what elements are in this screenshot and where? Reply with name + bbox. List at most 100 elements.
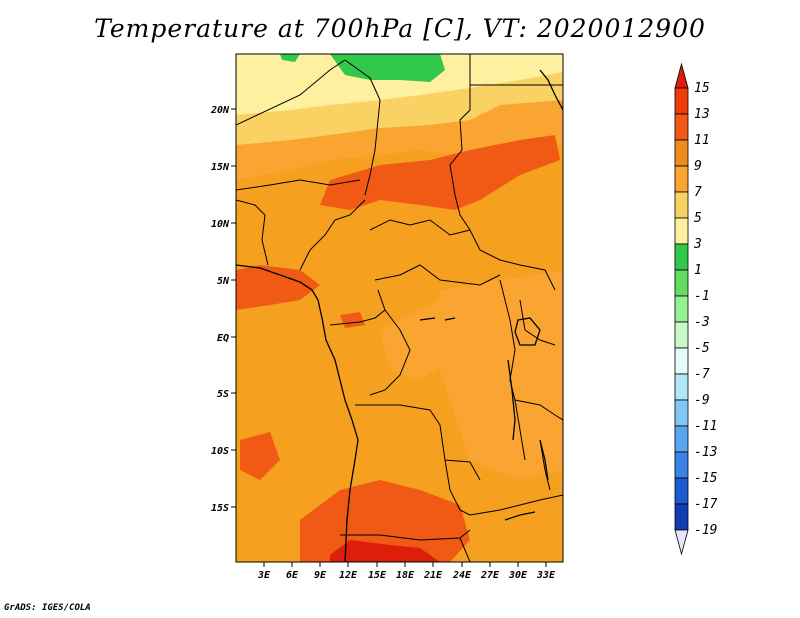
lon-tick-3E: 3E [257, 562, 271, 581]
colorbar-segment [674, 321, 689, 349]
lat-tick-5S: 5S [217, 389, 236, 400]
lat-tick-10S: 10S [211, 446, 236, 457]
lat-label-5N: 5N [217, 276, 230, 287]
lat-tick-10N: 10N [211, 219, 236, 230]
colorbar-segment [674, 295, 689, 323]
lon-tick-24E: 24E [452, 562, 472, 581]
lat-label-10S: 10S [211, 446, 229, 457]
field-cool-center [380, 300, 450, 380]
colorbar-segment [674, 113, 689, 141]
lat-tick-EQ: EQ [217, 333, 236, 344]
lon-axis: 3E 6E 9E 12E 15E 18E 21E 24E 27E 30E 33E [257, 562, 556, 581]
border-angola-zambia [444, 459, 471, 516]
border-west-africa [236, 199, 269, 266]
colorbar-bottom-arrow [674, 529, 689, 556]
border-drc-angola [355, 404, 481, 481]
colorbar-label: 15 [694, 81, 710, 96]
map-frame [235, 53, 564, 563]
border-chad-car [369, 219, 471, 236]
lon-label-30E: 30E [508, 570, 528, 581]
lon-tick-30E: 30E [508, 562, 528, 581]
field-hot-sw [240, 432, 280, 480]
lat-axis: 20N 15N 10N 5N EQ 5S 10S 15S [210, 105, 236, 514]
lat-label-15N: 15N [211, 162, 230, 173]
field-cool-east [430, 270, 563, 480]
lon-tick-27E: 27E [480, 562, 500, 581]
border-congo-drc [369, 309, 411, 396]
grads-credit: GrADS: IGES/COLA [4, 603, 91, 613]
colorbar-label: -11 [694, 419, 717, 434]
colorbar-label: -17 [694, 497, 718, 512]
field-very-hot-south [330, 540, 440, 562]
country-borders [236, 54, 563, 562]
border-niger-chad [344, 59, 381, 196]
colorbar-label: -7 [694, 367, 710, 382]
border-zambia-zimbabwe [469, 494, 563, 516]
coastlines-lakes [236, 69, 563, 562]
lon-tick-21E: 21E [423, 562, 443, 581]
red-sea-coast [539, 69, 563, 111]
lon-label-6E: 6E [286, 570, 299, 581]
colorbar-segment [674, 139, 689, 167]
lon-tick-15E: 15E [368, 562, 387, 581]
lat-label-10N: 10N [211, 219, 230, 230]
lat-label-EQ: EQ [217, 333, 229, 344]
border-drc-east [499, 279, 526, 461]
colorbar-label: -13 [694, 445, 717, 460]
field-hot-south [300, 480, 470, 562]
lake-kariba [504, 511, 536, 521]
border-angola-namibia [340, 529, 471, 541]
colorbar-label: 5 [694, 211, 702, 226]
colorbar-segment [674, 243, 689, 271]
border-uganda-kenya [519, 299, 556, 346]
lat-label-5S: 5S [217, 389, 229, 400]
colorbar: 15 13 11 9 7 5 3 1 -1 -3 -5 -7 -9 -11 -13 -15 -17 -19 [674, 62, 718, 556]
colorbar-label: -1 [694, 289, 710, 304]
lon-tick-12E: 12E [339, 562, 358, 581]
colorbar-label: -19 [694, 523, 717, 538]
colorbar-segment [674, 165, 689, 193]
lon-label-3E: 3E [257, 570, 271, 581]
lon-tick-18E: 18E [396, 562, 415, 581]
colorbar-segment [674, 217, 689, 245]
colorbar-segment [674, 451, 689, 479]
border-cameroon-gabon [329, 289, 386, 326]
colorbar-label: -3 [694, 315, 710, 330]
colorbar-label: 9 [694, 159, 702, 174]
border-nigeria-cameroon [299, 199, 366, 271]
border-chad-sudan [449, 54, 481, 251]
lake-tanganyika [507, 359, 516, 441]
colorbar-segment [674, 87, 689, 115]
border-tanzania [514, 399, 563, 421]
lon-tick-9E: 9E [314, 562, 327, 581]
colorbar-label: 3 [693, 237, 702, 252]
colorbar-label: 1 [694, 263, 702, 278]
lake-malawi [539, 439, 549, 481]
field-hot-center [340, 312, 365, 328]
field-hot-sahel [320, 135, 560, 210]
colorbar-segment [674, 373, 689, 401]
colorbar-segment [674, 269, 689, 297]
border-libya-algeria [236, 59, 346, 126]
border-niger-nigeria [236, 179, 361, 191]
colorbar-label: -9 [694, 393, 710, 408]
field-band-3 [236, 54, 563, 115]
lon-label-21E: 21E [423, 570, 443, 581]
colorbar-segment [674, 503, 689, 531]
border-south-sudan [479, 249, 556, 291]
field-hot-west [236, 265, 320, 310]
colorbar-label: -5 [694, 341, 710, 356]
lon-tick-6E: 6E [286, 562, 299, 581]
lat-tick-15N: 15N [211, 162, 236, 173]
lat-label-20N: 20N [210, 105, 230, 116]
colorbar-segment [674, 425, 689, 453]
colorbar-label: 13 [694, 107, 710, 122]
field-green-nw [280, 54, 300, 62]
colorbar-segment [674, 347, 689, 375]
coast-gulf-of-guinea [236, 264, 359, 562]
lon-label-27E: 27E [480, 570, 500, 581]
lake-lobo-mai [419, 317, 456, 321]
temperature-field [236, 54, 563, 562]
map-title: Temperature at 700hPa [C], VT: 202001290… [94, 14, 706, 43]
